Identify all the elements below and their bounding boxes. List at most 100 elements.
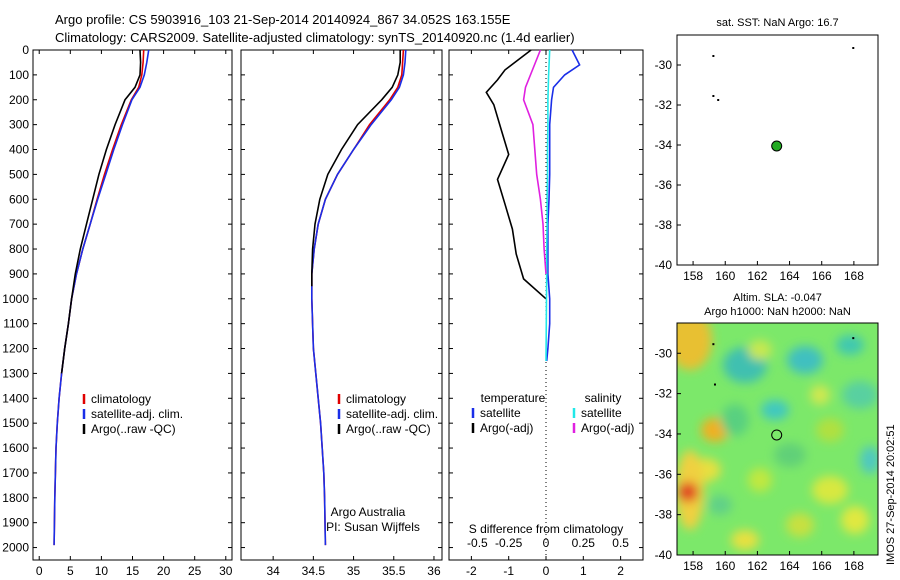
temperature-series-2-line bbox=[60, 49, 142, 374]
salinity-annotation-line: Argo Australia bbox=[331, 505, 406, 519]
temperature-ytick-label: 1600 bbox=[2, 441, 29, 455]
temperature-ytick-label: 2000 bbox=[2, 541, 29, 555]
temperature-legend-entry: Argo(..raw -QC) bbox=[91, 422, 176, 436]
difference-s-tick-label: 0 bbox=[543, 536, 550, 550]
sla-map-blobs bbox=[677, 323, 878, 550]
sla-map-title-line: Altim. SLA: -0.047 bbox=[733, 292, 822, 304]
difference-legend-temp-entry: satellite bbox=[480, 406, 521, 420]
difference-legend-header: salinity bbox=[585, 391, 622, 405]
difference-x-tick-label: 0 bbox=[543, 564, 550, 578]
sst-map-ytick-label: -32 bbox=[655, 98, 673, 112]
sst-map-axes bbox=[676, 34, 879, 266]
difference-s-tick-label: -0.5 bbox=[467, 536, 488, 550]
sst-map-ytick-label: -34 bbox=[655, 138, 673, 152]
temperature-x-tick-label: 5 bbox=[67, 564, 74, 578]
temperature-ytick-label: 700 bbox=[9, 217, 29, 231]
sla-map-coast-dot bbox=[712, 343, 715, 346]
salinity-legend-entry: Argo(..raw -QC) bbox=[346, 422, 431, 436]
temperature-axes bbox=[32, 49, 233, 561]
difference-series-2-line bbox=[545, 49, 551, 362]
sst-map-argo-marker bbox=[771, 140, 783, 152]
timestamp-label: IMOS 27-Sep-2014 20:02:51 bbox=[885, 424, 897, 565]
difference-legend-sal-entry: Argo(-adj) bbox=[581, 421, 634, 435]
sla-map-coast-dot bbox=[713, 383, 716, 386]
sla-map-anomaly-blob bbox=[842, 381, 878, 409]
sst-map-coast-dot bbox=[717, 99, 720, 101]
sla-map-argo-marker bbox=[771, 429, 783, 441]
sst-map-coast-dot bbox=[852, 47, 855, 49]
salinity-x-tick-label: 35 bbox=[347, 564, 361, 578]
salinity-x-tick-label: 36 bbox=[427, 564, 441, 578]
difference-x-tick-label: 1 bbox=[580, 564, 587, 578]
salinity-x-tick-label: 34.5 bbox=[302, 564, 326, 578]
sst-map-xtick-label: 166 bbox=[812, 269, 832, 283]
sla-map-ytick-label: -34 bbox=[655, 427, 673, 441]
sla-map-anomaly-blob bbox=[761, 400, 789, 420]
temperature-ytick-label: 1200 bbox=[2, 342, 29, 356]
salinity-axes bbox=[240, 49, 443, 561]
difference-legend-header: temperature bbox=[481, 391, 546, 405]
sla-map-anomaly-blob bbox=[836, 335, 864, 355]
difference-legend-sal-entry: satellite bbox=[581, 406, 622, 420]
temperature-ytick-label: 1700 bbox=[2, 466, 29, 480]
temperature-x-tick-label: 30 bbox=[219, 564, 233, 578]
sst-map-coast-dot bbox=[712, 55, 715, 57]
sla-map-anomaly-blob bbox=[708, 495, 732, 515]
sla-map-axes bbox=[676, 322, 879, 556]
salinity-xlabel: salinity bbox=[323, 578, 360, 580]
sst-map-ytick-label: -36 bbox=[655, 178, 673, 192]
difference-xlabel: T difference from climatology bbox=[469, 578, 623, 580]
sst-map-ytick-label: -30 bbox=[655, 58, 673, 72]
temperature-x-tick-label: 20 bbox=[157, 564, 171, 578]
sst-map-ytick-label: -40 bbox=[655, 258, 673, 272]
sla-map-anomaly-blob bbox=[810, 385, 830, 405]
sla-map-xtick-label: 158 bbox=[683, 559, 703, 573]
sla-map-anomaly-blob bbox=[787, 346, 823, 374]
temperature-ytick-label: 1500 bbox=[2, 416, 29, 430]
salinity-legend-entry: climatology bbox=[346, 392, 406, 406]
temperature-xlabel: temperature (deg C) bbox=[78, 578, 186, 580]
temperature-x-tick-label: 0 bbox=[36, 564, 43, 578]
sla-map-anomaly-blob bbox=[841, 506, 869, 534]
climatology-title: Climatology: CARS2009. Satellite-adjuste… bbox=[55, 30, 575, 45]
sla-map-anomaly-blob bbox=[677, 323, 712, 370]
salinity-x-tick-label: 35.5 bbox=[382, 564, 406, 578]
sla-map-ytick-label: -30 bbox=[655, 346, 673, 360]
sla-map-ytick-label: -32 bbox=[655, 387, 673, 401]
sla-map-anomaly-blob bbox=[731, 530, 759, 550]
difference-s-tick-label: -0.25 bbox=[495, 536, 523, 550]
sla-map-field bbox=[677, 323, 878, 555]
sst-map-xtick-label: 160 bbox=[715, 269, 735, 283]
sla-map-xtick-label: 162 bbox=[747, 559, 767, 573]
sla-map-title-line: Argo h1000: NaN h2000: NaN bbox=[704, 306, 851, 318]
difference-x-tick-label: -1 bbox=[503, 564, 514, 578]
temperature-ytick-label: 0 bbox=[22, 43, 29, 57]
temperature-ytick-label: 800 bbox=[9, 242, 29, 256]
difference-legend-temp-entry: Argo(-adj) bbox=[480, 421, 533, 435]
sla-map-anomaly-blob bbox=[721, 404, 749, 436]
sla-map-anomaly-blob bbox=[774, 443, 806, 467]
temperature-series-1-line bbox=[53, 49, 150, 546]
sst-map-xtick-label: 162 bbox=[747, 269, 767, 283]
sla-map-anomaly-blob bbox=[816, 418, 844, 442]
salinity-annotation-line: PI: Susan Wijffels bbox=[326, 520, 420, 534]
sst-map-coast-dot bbox=[712, 95, 715, 97]
temperature-ytick-label: 200 bbox=[9, 93, 29, 107]
sst-map-xtick-label: 168 bbox=[844, 269, 864, 283]
temperature-legend-entry: climatology bbox=[91, 392, 151, 406]
temperature-ytick-label: 900 bbox=[9, 267, 29, 281]
temperature-ytick-label: 1800 bbox=[2, 491, 29, 505]
sla-map-anomaly-blob bbox=[748, 340, 772, 360]
sla-map-ytick-label: -38 bbox=[655, 508, 673, 522]
temperature-x-tick-label: 10 bbox=[95, 564, 109, 578]
sla-map-anomaly-blob bbox=[860, 446, 878, 474]
temperature-ytick-label: 300 bbox=[9, 118, 29, 132]
sst-map-ytick-label: -38 bbox=[655, 218, 673, 232]
difference-x-tick-label: 2 bbox=[617, 564, 624, 578]
sla-map-xtick-label: 168 bbox=[844, 559, 864, 573]
salinity-x-tick-label: 34 bbox=[266, 564, 280, 578]
difference-series-3-line bbox=[522, 49, 547, 274]
temperature-x-tick-label: 25 bbox=[188, 564, 202, 578]
temperature-x-tick-label: 15 bbox=[126, 564, 140, 578]
